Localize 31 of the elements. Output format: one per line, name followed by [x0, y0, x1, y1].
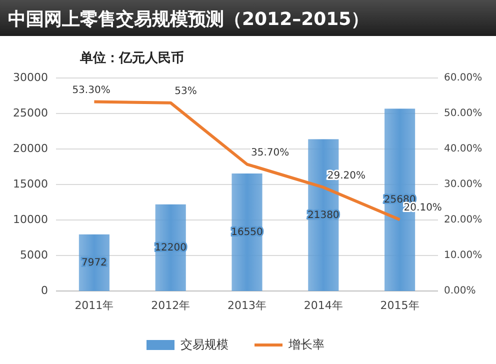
y-tick-label: 5000 [20, 248, 48, 262]
y2-tick-label: 0.00% [444, 286, 476, 297]
data-label: 7972 [81, 257, 107, 268]
x-tick-label: 2011年 [74, 299, 114, 312]
chart-subtitle: 单位：亿元人民币 [79, 50, 184, 66]
chart-title: 中国网上零售交易规模预测（2012–2015） [8, 9, 370, 30]
y2-tick-label: 60.00% [444, 72, 482, 84]
y2-tick-label: 30.00% [444, 179, 482, 190]
y-tick-label: 0 [41, 284, 48, 298]
data-label: 35.70% [251, 147, 290, 158]
x-tick-label: 2015年 [380, 299, 420, 312]
x-tick-label: 2013年 [228, 299, 266, 312]
data-label: 16550 [231, 226, 263, 238]
legend-label: 增长率 [288, 337, 324, 352]
data-label: 12200 [154, 242, 187, 254]
y-tick-label: 10000 [13, 213, 48, 226]
bar [232, 173, 262, 291]
y2-tick-label: 50.00% [444, 108, 482, 120]
y2-tick-label: 20.00% [444, 214, 482, 226]
x-tick-label: 2014年 [304, 299, 343, 312]
y-tick-label: 30000 [13, 71, 48, 84]
data-label: 21380 [307, 210, 340, 221]
x-tick-label: 2012年 [151, 299, 190, 312]
y-tick-label: 25000 [13, 106, 48, 120]
y-tick-label: 20000 [13, 142, 48, 156]
data-label: 53% [174, 86, 197, 97]
y-tick-label: 15000 [13, 178, 48, 191]
y2-tick-label: 10.00% [444, 250, 482, 262]
data-label: 53.30% [72, 84, 110, 96]
legend-label: 交易规模 [180, 337, 228, 352]
y2-tick-label: 40.00% [444, 144, 482, 155]
